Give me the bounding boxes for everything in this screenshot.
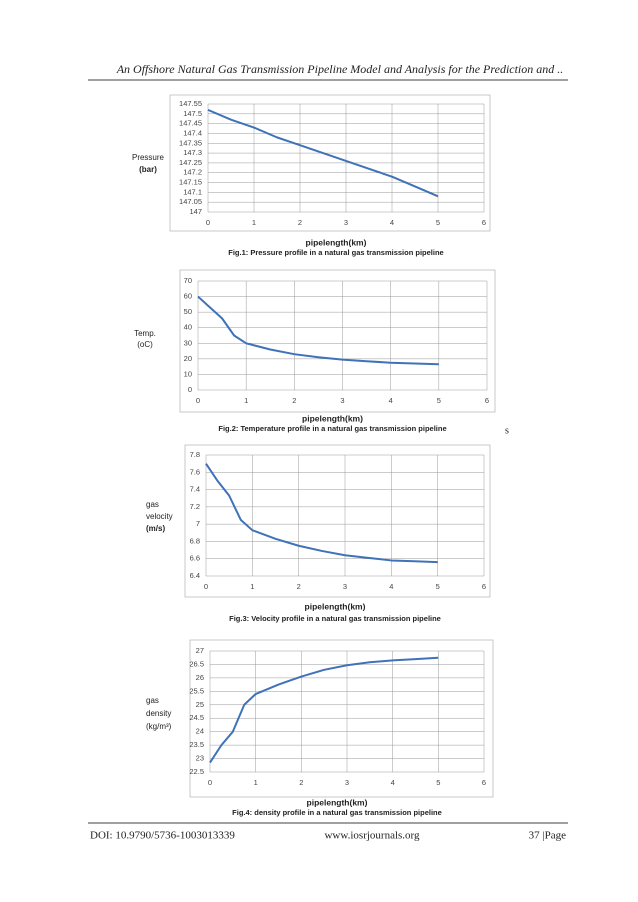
y-axis-label: Pressure xyxy=(132,153,165,162)
y-tick-label: 23.5 xyxy=(189,740,204,749)
x-tick-label: 4 xyxy=(391,778,395,787)
x-tick-label: 5 xyxy=(436,582,440,591)
footer-doi: DOI: 10.9790/5736-1003013339 xyxy=(90,830,235,842)
y-tick-label: 50 xyxy=(184,307,192,316)
y-tick-label: 25 xyxy=(196,700,204,709)
y-tick-label: 6.8 xyxy=(190,536,200,545)
y-tick-label: 6.4 xyxy=(190,571,200,580)
y-tick-label: 24 xyxy=(196,727,204,736)
y-tick-label: 30 xyxy=(184,338,192,347)
x-tick-label: 6 xyxy=(482,778,486,787)
y-tick-label: 20 xyxy=(184,354,192,363)
x-axis-label: pipelength(km) xyxy=(306,237,367,247)
x-tick-label: 0 xyxy=(196,396,200,405)
x-tick-label: 2 xyxy=(297,582,301,591)
y-tick-label: 0 xyxy=(188,385,192,394)
y-tick-label: 7.6 xyxy=(190,467,200,476)
x-tick-label: 3 xyxy=(345,778,349,787)
y-axis-label: gas xyxy=(146,696,159,705)
y-tick-label: 7.2 xyxy=(190,502,200,511)
y-tick-label: 7.8 xyxy=(190,450,200,459)
y-tick-label: 147.55 xyxy=(179,99,202,108)
x-axis-label: pipelength(km) xyxy=(307,797,368,807)
x-tick-label: 1 xyxy=(250,582,254,591)
y-tick-label: 147.05 xyxy=(179,197,202,206)
y-tick-label: 147.35 xyxy=(179,138,202,147)
x-tick-label: 1 xyxy=(254,778,258,787)
y-axis-label: (bar) xyxy=(139,165,157,174)
data-line xyxy=(205,463,438,564)
y-tick-label: 7 xyxy=(196,519,200,528)
x-tick-label: 6 xyxy=(485,396,489,405)
y-tick-label: 60 xyxy=(184,292,192,301)
y-axis-label: density xyxy=(146,709,171,718)
figure-caption: Fig.3: Velocity profile in a natural gas… xyxy=(229,614,441,623)
y-tick-label: 40 xyxy=(184,323,192,332)
x-tick-label: 2 xyxy=(292,396,296,405)
y-tick-label: 147.5 xyxy=(183,109,202,118)
x-tick-label: 5 xyxy=(436,218,440,227)
x-tick-label: 6 xyxy=(482,218,486,227)
x-tick-label: 2 xyxy=(298,218,302,227)
data-line xyxy=(207,108,439,198)
y-tick-label: 27 xyxy=(196,646,204,655)
y-axis-label: (m/s) xyxy=(146,524,165,533)
y-tick-label: 10 xyxy=(184,369,192,378)
y-tick-label: 26 xyxy=(196,673,204,682)
x-tick-label: 4 xyxy=(389,582,393,591)
chart-frame xyxy=(179,269,496,413)
y-axis-label: velocity xyxy=(146,512,173,521)
chart-frame xyxy=(184,444,491,598)
x-tick-label: 5 xyxy=(436,778,440,787)
figure-caption: Fig.1: Pressure profile in a natural gas… xyxy=(228,248,443,257)
y-tick-label: 7.4 xyxy=(190,485,200,494)
data-line xyxy=(209,656,439,764)
y-tick-label: 147.15 xyxy=(179,178,202,187)
y-tick-label: 23 xyxy=(196,754,204,763)
x-axis-label: pipelength(km) xyxy=(305,601,366,611)
y-tick-label: 22.5 xyxy=(189,767,204,776)
chart-frame xyxy=(189,639,494,798)
y-tick-label: 147 xyxy=(189,207,202,216)
x-tick-label: 1 xyxy=(244,396,248,405)
y-tick-label: 6.6 xyxy=(190,554,200,563)
x-axis-label: pipelength(km) xyxy=(302,413,363,423)
y-axis-label: gas xyxy=(146,500,159,509)
footer-site: www.iosrjournals.org xyxy=(324,830,420,842)
y-axis-label: (oC) xyxy=(137,340,153,349)
figure-caption: Fig.2: Temperature profile in a natural … xyxy=(218,424,446,433)
x-tick-label: 0 xyxy=(208,778,212,787)
y-tick-label: 147.1 xyxy=(183,187,202,196)
x-tick-label: 6 xyxy=(482,582,486,591)
y-tick-label: 147.25 xyxy=(179,158,202,167)
x-tick-label: 1 xyxy=(252,218,256,227)
x-tick-label: 0 xyxy=(206,218,210,227)
data-line xyxy=(197,295,439,366)
x-tick-label: 4 xyxy=(389,396,393,405)
x-tick-label: 5 xyxy=(437,396,441,405)
stray-note: s xyxy=(505,425,509,436)
y-tick-label: 70 xyxy=(184,276,192,285)
running-header: An Offshore Natural Gas Transmission Pip… xyxy=(116,62,564,76)
x-tick-label: 3 xyxy=(340,396,344,405)
x-tick-label: 3 xyxy=(344,218,348,227)
y-tick-label: 25.5 xyxy=(189,686,204,695)
x-tick-label: 4 xyxy=(390,218,394,227)
x-tick-label: 0 xyxy=(204,582,208,591)
figure-caption: Fig.4: density profile in a natural gas … xyxy=(232,808,442,817)
footer-page: 37 |Page xyxy=(529,830,566,842)
y-axis-label: (kg/m³) xyxy=(146,722,172,731)
y-axis-label: Temp. xyxy=(134,329,156,338)
y-tick-label: 26.5 xyxy=(189,659,204,668)
y-tick-label: 147.3 xyxy=(183,148,202,157)
y-tick-label: 147.4 xyxy=(183,128,202,137)
x-tick-label: 3 xyxy=(343,582,347,591)
y-tick-label: 147.2 xyxy=(183,168,202,177)
x-tick-label: 2 xyxy=(299,778,303,787)
y-tick-label: 24.5 xyxy=(189,713,204,722)
y-tick-label: 147.45 xyxy=(179,119,202,128)
